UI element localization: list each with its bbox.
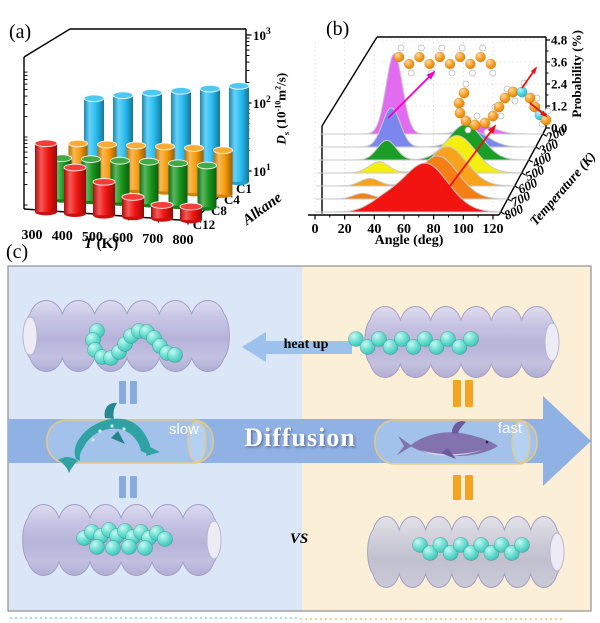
heat-up-arrow (242, 332, 352, 362)
bar-C12-500 (92, 177, 116, 219)
svg-text:102: 102 (253, 95, 271, 111)
axis-title-ds: Ds (10-10m2/s) (273, 72, 292, 145)
equals-icon-bottom-left (119, 476, 137, 498)
bar-C12-700 (150, 201, 174, 222)
panel-a-label: (a) (9, 21, 32, 43)
bar-row-C12 (34, 139, 203, 224)
svg-text:0: 0 (312, 222, 319, 237)
panel-c-label: (c) (6, 241, 29, 263)
straight-molecule-top-right (348, 331, 479, 355)
svg-text:4.8: 4.8 (551, 33, 568, 48)
bar-C8-700 (168, 159, 188, 210)
bar-C12-300 (34, 139, 58, 216)
svg-text:100: 100 (453, 222, 474, 237)
svg-text:300: 300 (22, 228, 43, 243)
dolphin-slow-icon (58, 402, 160, 473)
svg-text:20: 20 (338, 222, 352, 237)
straight-alkane-molecule (393, 44, 497, 77)
panel-c-schematic (7, 265, 592, 612)
bar-C8-600 (139, 157, 159, 208)
panel-b-label: (b) (326, 18, 350, 40)
svg-text:600: 600 (112, 231, 133, 246)
svg-text:500: 500 (82, 230, 103, 245)
bar-C1-800 (228, 81, 250, 186)
bent-molecule-top-left (85, 323, 183, 366)
heat-up-label: heat up (283, 337, 329, 352)
svg-text:101: 101 (253, 163, 271, 179)
ridge-200k (320, 52, 543, 135)
svg-text:80: 80 (427, 222, 441, 237)
bar-C12-600 (121, 193, 145, 221)
svg-text:400: 400 (52, 229, 73, 244)
svg-text:1.2: 1.2 (551, 99, 567, 114)
ridge-800k (315, 162, 501, 213)
svg-text:0.0: 0.0 (551, 121, 567, 136)
svg-text:700: 700 (142, 232, 163, 247)
svg-text:3.6: 3.6 (551, 55, 568, 70)
panel-b-ridge-plot: 0 20 40 60 80 100 1200.01.22.43.64.82003004005… (308, 33, 568, 237)
svg-text:120: 120 (482, 222, 503, 237)
folded-molecule-bottom-left (76, 522, 173, 556)
svg-text:103: 103 (253, 27, 271, 43)
axis-title-temperature-a: T (K) (83, 236, 119, 252)
arrow-to-straight-molecule (387, 70, 436, 119)
annotation-arrow (529, 102, 548, 118)
svg-text:2.4: 2.4 (551, 77, 568, 92)
vs-label: VS (289, 531, 309, 547)
straight-molecule-bottom-right (412, 537, 530, 561)
bar-row-C1 (83, 81, 250, 186)
dolphin-fast-icon (397, 421, 498, 459)
slow-label: slow (168, 421, 199, 438)
svg-text:800: 800 (173, 233, 194, 248)
axis-title-angle: Angle (deg) (374, 233, 444, 248)
equals-icon-top-left (119, 381, 137, 404)
axis-title-probability: Probability (%) (569, 30, 585, 118)
svg-text:60: 60 (397, 222, 411, 237)
equals-icon-bottom-right (453, 475, 473, 500)
bar-C4-800 (213, 146, 233, 199)
svg-text:40: 40 (367, 222, 381, 237)
diffusion-label: Diffusion (244, 423, 356, 452)
annotation-arrow (521, 66, 538, 89)
arrow-to-bent-molecule (446, 124, 497, 191)
bar-C12-400 (63, 163, 87, 218)
bar-C8-800 (197, 161, 217, 211)
equals-icon-top-right (453, 380, 473, 407)
bar-C12-800 (179, 202, 203, 224)
fast-label: fast (497, 420, 523, 437)
